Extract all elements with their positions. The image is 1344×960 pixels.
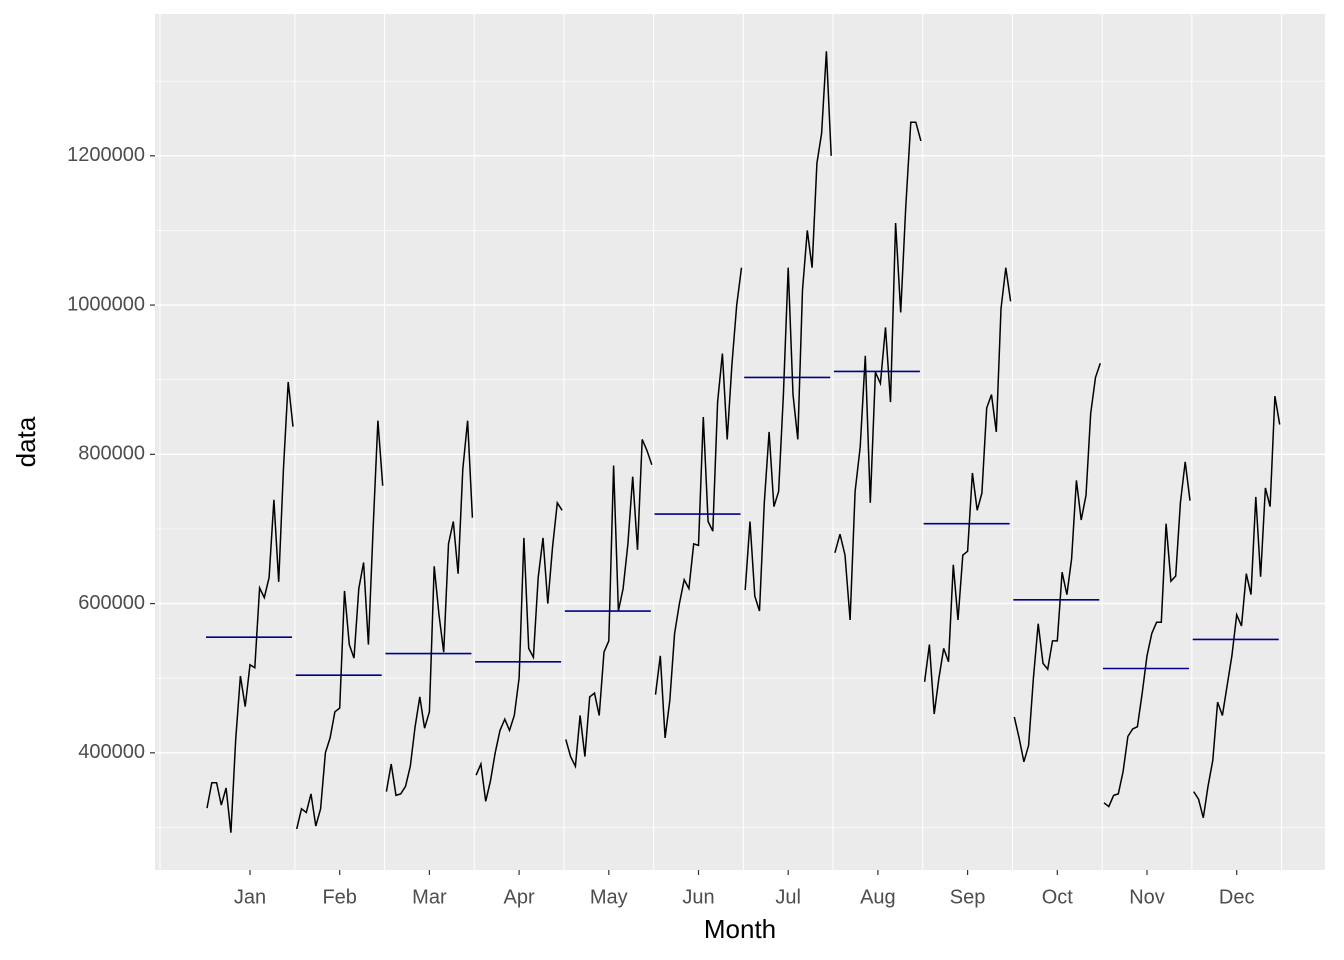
subseries-line [923, 267, 1012, 715]
x-tick-label: Mar [412, 886, 447, 908]
x-tick-label: Oct [1042, 886, 1074, 908]
x-tick-label: Dec [1219, 886, 1255, 908]
x-tick-label: Sep [950, 886, 986, 908]
x-tick-label: Jan [234, 886, 266, 908]
y-tick-label: 400000 [78, 741, 145, 763]
subseries-line [654, 267, 743, 738]
subseries-line [834, 121, 922, 621]
panel [155, 14, 1325, 870]
x-tick-label: Nov [1129, 886, 1165, 908]
x-tick-label: Jun [682, 886, 714, 908]
x-tick-label: Jul [775, 886, 801, 908]
subseries-line [475, 500, 563, 802]
subseries-line [295, 420, 384, 830]
x-tick-label: Aug [860, 886, 896, 908]
subseries-line [744, 51, 832, 612]
subseries-line [385, 420, 474, 797]
x-tick-label: Feb [322, 886, 356, 908]
y-tick-label: 1200000 [67, 144, 145, 166]
x-axis-title: Month [704, 914, 776, 944]
y-tick-label: 600000 [78, 592, 145, 614]
x-tick-label: Apr [504, 886, 535, 908]
subseries-line [565, 439, 653, 770]
y-tick-label: 1000000 [67, 293, 145, 315]
subseries-line [1103, 461, 1191, 808]
subseries-line [206, 381, 294, 833]
y-tick-label: 800000 [78, 443, 145, 465]
subseries-line [1013, 363, 1102, 763]
y-axis-title: data [11, 416, 41, 467]
x-tick-label: May [590, 886, 628, 908]
subseries-line [1193, 395, 1281, 818]
